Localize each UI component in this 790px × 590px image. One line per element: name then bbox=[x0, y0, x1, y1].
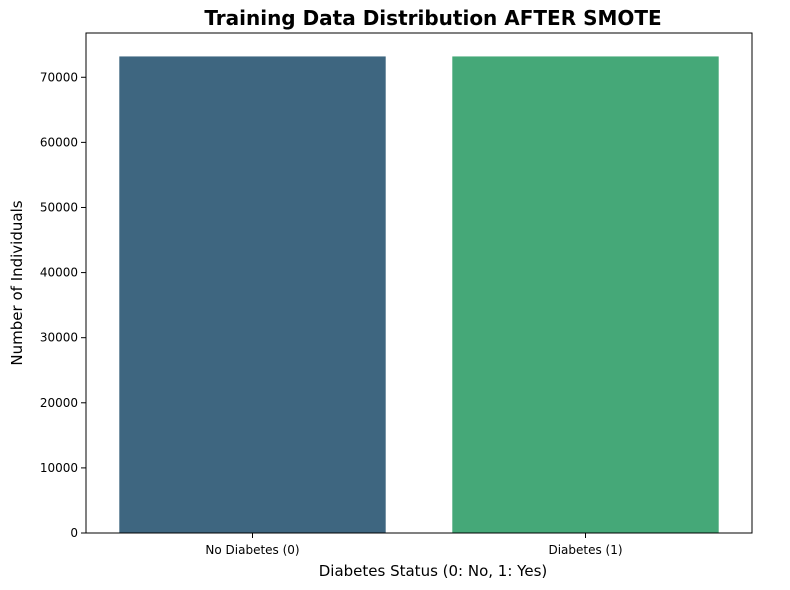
y-axis: 0 10000 20000 30000 40000 50000 60000 70000 bbox=[40, 70, 86, 540]
bars-layer bbox=[119, 56, 719, 533]
y-axis-label: Number of Individuals bbox=[8, 200, 26, 365]
y-tick-label: 20000 bbox=[40, 396, 78, 410]
y-tick-label: 50000 bbox=[40, 200, 78, 214]
bar-no-diabetes bbox=[119, 56, 386, 533]
y-tick-label: 10000 bbox=[40, 461, 78, 475]
bar-diabetes bbox=[452, 56, 719, 533]
y-tick-label: 70000 bbox=[40, 70, 78, 84]
x-axis-label: Diabetes Status (0: No, 1: Yes) bbox=[319, 562, 548, 580]
x-tick-label: No Diabetes (0) bbox=[205, 543, 299, 557]
y-tick-label: 30000 bbox=[40, 331, 78, 345]
x-tick-label: Diabetes (1) bbox=[548, 543, 622, 557]
chart-title: Training Data Distribution AFTER SMOTE bbox=[204, 6, 661, 30]
y-tick-label: 60000 bbox=[40, 135, 78, 149]
y-tick-label: 40000 bbox=[40, 266, 78, 280]
y-tick-label: 0 bbox=[70, 526, 78, 540]
x-axis: No Diabetes (0) Diabetes (1) bbox=[205, 533, 623, 557]
plot-frame bbox=[85, 32, 753, 534]
